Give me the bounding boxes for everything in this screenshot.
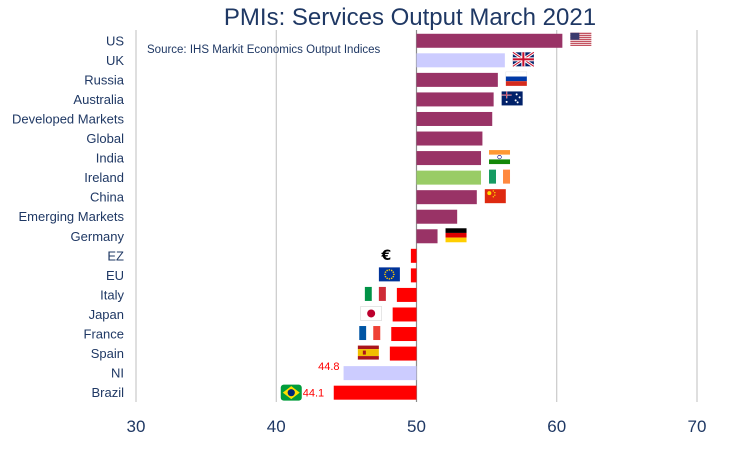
china-flag-icon [484, 189, 506, 204]
japan-flag-icon [360, 306, 382, 321]
x-tick-label: 40 [267, 417, 286, 436]
australia-flag-icon [501, 91, 523, 106]
bar-india [416, 151, 482, 166]
category-label-brazil: Brazil [91, 385, 124, 400]
category-label-australia: Australia [73, 92, 124, 107]
data-label-brazil: 44.1 [303, 388, 324, 400]
bar-uk [416, 53, 505, 68]
category-label-china: China [90, 190, 125, 205]
bar-china [416, 190, 477, 205]
bar-emerging-markets [416, 209, 458, 224]
data-labels: 44.8 44.1 [303, 361, 340, 400]
bar-russia [416, 72, 498, 87]
category-label-italy: Italy [100, 287, 124, 302]
category-label-spain: Spain [91, 346, 124, 361]
x-tick-labels: 30 40 50 60 70 [127, 417, 707, 436]
bar-france [391, 327, 417, 342]
category-label-ez: EZ [107, 248, 124, 263]
bar-ez [410, 248, 417, 263]
category-label-france: France [84, 327, 124, 342]
x-tick-label: 30 [127, 417, 146, 436]
category-label-ni: NI [111, 366, 124, 381]
italy-flag-icon [364, 286, 386, 301]
bar-us [416, 33, 563, 48]
bar-germany [416, 229, 438, 244]
flags: € [280, 32, 592, 401]
bar-brazil [333, 385, 417, 400]
category-label-global: Global [86, 131, 124, 146]
x-tick-label: 50 [407, 417, 426, 436]
category-labels: US UK Russia Australia Developed Markets Glob… [12, 33, 125, 400]
uk-flag-icon [512, 51, 535, 68]
bar-japan [392, 307, 417, 322]
bar-ni [343, 366, 417, 381]
category-label-ireland: Ireland [84, 170, 124, 185]
chart-source-note: Source: IHS Markit Economics Output Indi… [147, 44, 381, 56]
spain-flag-icon [357, 345, 379, 360]
brazil-flag-icon [280, 384, 302, 401]
data-label-ni: 44.8 [318, 361, 339, 373]
category-label-india: India [96, 151, 125, 166]
russia-flag-icon [505, 71, 528, 86]
bar-spain [389, 346, 417, 361]
eu-flag-icon [378, 267, 400, 282]
bars [333, 33, 563, 400]
x-tick-label: 60 [547, 417, 566, 436]
category-label-us: US [106, 33, 124, 48]
us-flag-icon [570, 32, 592, 46]
bar-ireland [416, 170, 482, 185]
bar-italy [396, 287, 417, 302]
svg-text:€: € [381, 248, 392, 264]
category-label-germany: Germany [71, 229, 125, 244]
bar-australia [416, 92, 494, 107]
india-flag-icon [489, 150, 511, 165]
euro-symbol-icon: € [381, 248, 392, 264]
category-label-developed-markets: Developed Markets [12, 111, 124, 126]
germany-flag-icon [445, 228, 467, 243]
bar-eu [410, 268, 417, 283]
category-label-uk: UK [106, 53, 124, 68]
category-label-emerging-markets: Emerging Markets [19, 209, 125, 224]
ireland-flag-icon [489, 169, 511, 184]
x-tick-label: 70 [688, 417, 707, 436]
bar-global [416, 131, 483, 146]
bar-developed-markets [416, 111, 493, 126]
chart-title: PMIs: Services Output March 2021 [224, 4, 596, 31]
category-label-eu: EU [106, 268, 124, 283]
category-label-russia: Russia [84, 72, 125, 87]
category-label-japan: Japan [89, 307, 124, 322]
france-flag-icon [359, 326, 381, 341]
